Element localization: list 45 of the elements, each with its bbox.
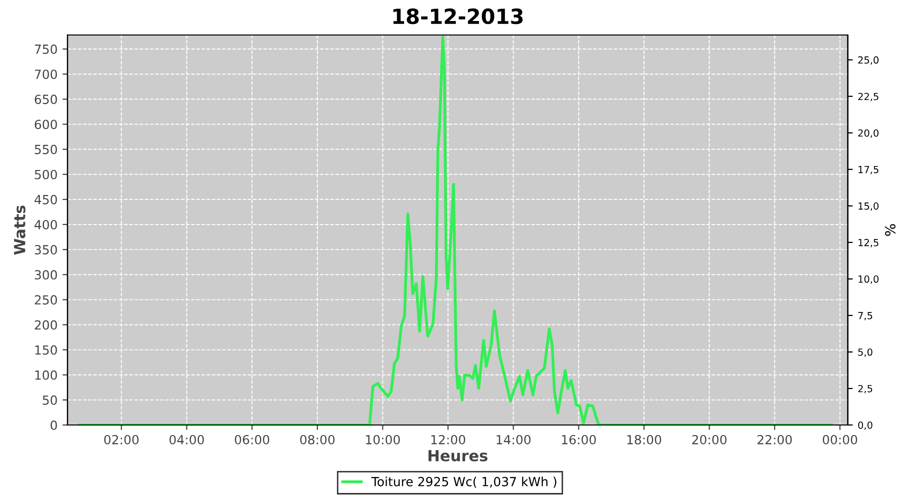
y-tick-label: 250: [34, 295, 57, 305]
y-tick-label: 450: [34, 194, 57, 204]
x-tick-label: 10:00: [366, 434, 400, 444]
chart-title: 18-12-2013: [393, 8, 523, 24]
y-tick-label: 200: [34, 320, 57, 330]
y-tick-label: 650: [34, 94, 57, 104]
y2-tick-label: 22,5: [858, 92, 878, 102]
y2-tick-label: 0,0: [858, 421, 872, 430]
y2-tick-label: 15,0: [858, 202, 879, 211]
y-tick-label: 750: [34, 44, 57, 54]
y-tick-label: 550: [34, 144, 57, 154]
y2-tick-label: 10,0: [858, 275, 879, 284]
x-tick-label: 18:00: [627, 434, 662, 444]
y2-tick-label: 17,5: [858, 166, 878, 174]
x-tick-label: 08:00: [300, 434, 335, 444]
x-tick-label: 00:00: [822, 434, 858, 444]
y-tick-label: 50: [42, 395, 57, 405]
y2-axis-title: %: [884, 224, 896, 236]
y2-tick-label: 5,0: [858, 348, 872, 357]
y-tick-label: 100: [35, 370, 57, 380]
x-tick-label: 12:00: [431, 434, 466, 444]
x-tick-label: 14:00: [496, 434, 531, 444]
x-tick-label: 16:00: [562, 434, 596, 444]
x-axis-title: Heures: [428, 450, 488, 462]
y2-tick-label: 12,5: [858, 238, 878, 248]
y-tick-label: 500: [34, 170, 57, 180]
x-tick-label: 06:00: [234, 434, 270, 444]
y-axis-title: Watts: [14, 206, 26, 255]
x-tick-label: 02:00: [104, 434, 139, 444]
y2-tick-label: 2,5: [858, 384, 872, 394]
x-tick-label: 22:00: [758, 434, 792, 444]
y-tick-label: 150: [35, 345, 57, 355]
y2-tick-label: 25,0: [858, 56, 879, 65]
y-tick-label: 700: [34, 70, 57, 80]
line-series: [78, 36, 833, 425]
y2-tick-label: 7,5: [858, 312, 872, 320]
x-tick-label: 04:00: [170, 434, 204, 444]
legend-label: Toiture 2925 Wc( 1,037 kWh ): [371, 476, 556, 488]
y-tick-label: 300: [34, 270, 57, 280]
y-tick-label: 0: [50, 420, 57, 430]
x-tick-label: 20:00: [692, 434, 726, 444]
y-tick-label: 350: [34, 245, 57, 254]
y2-tick-label: 20,0: [858, 129, 879, 138]
y-tick-label: 400: [34, 220, 57, 230]
y-tick-label: 600: [34, 120, 57, 130]
